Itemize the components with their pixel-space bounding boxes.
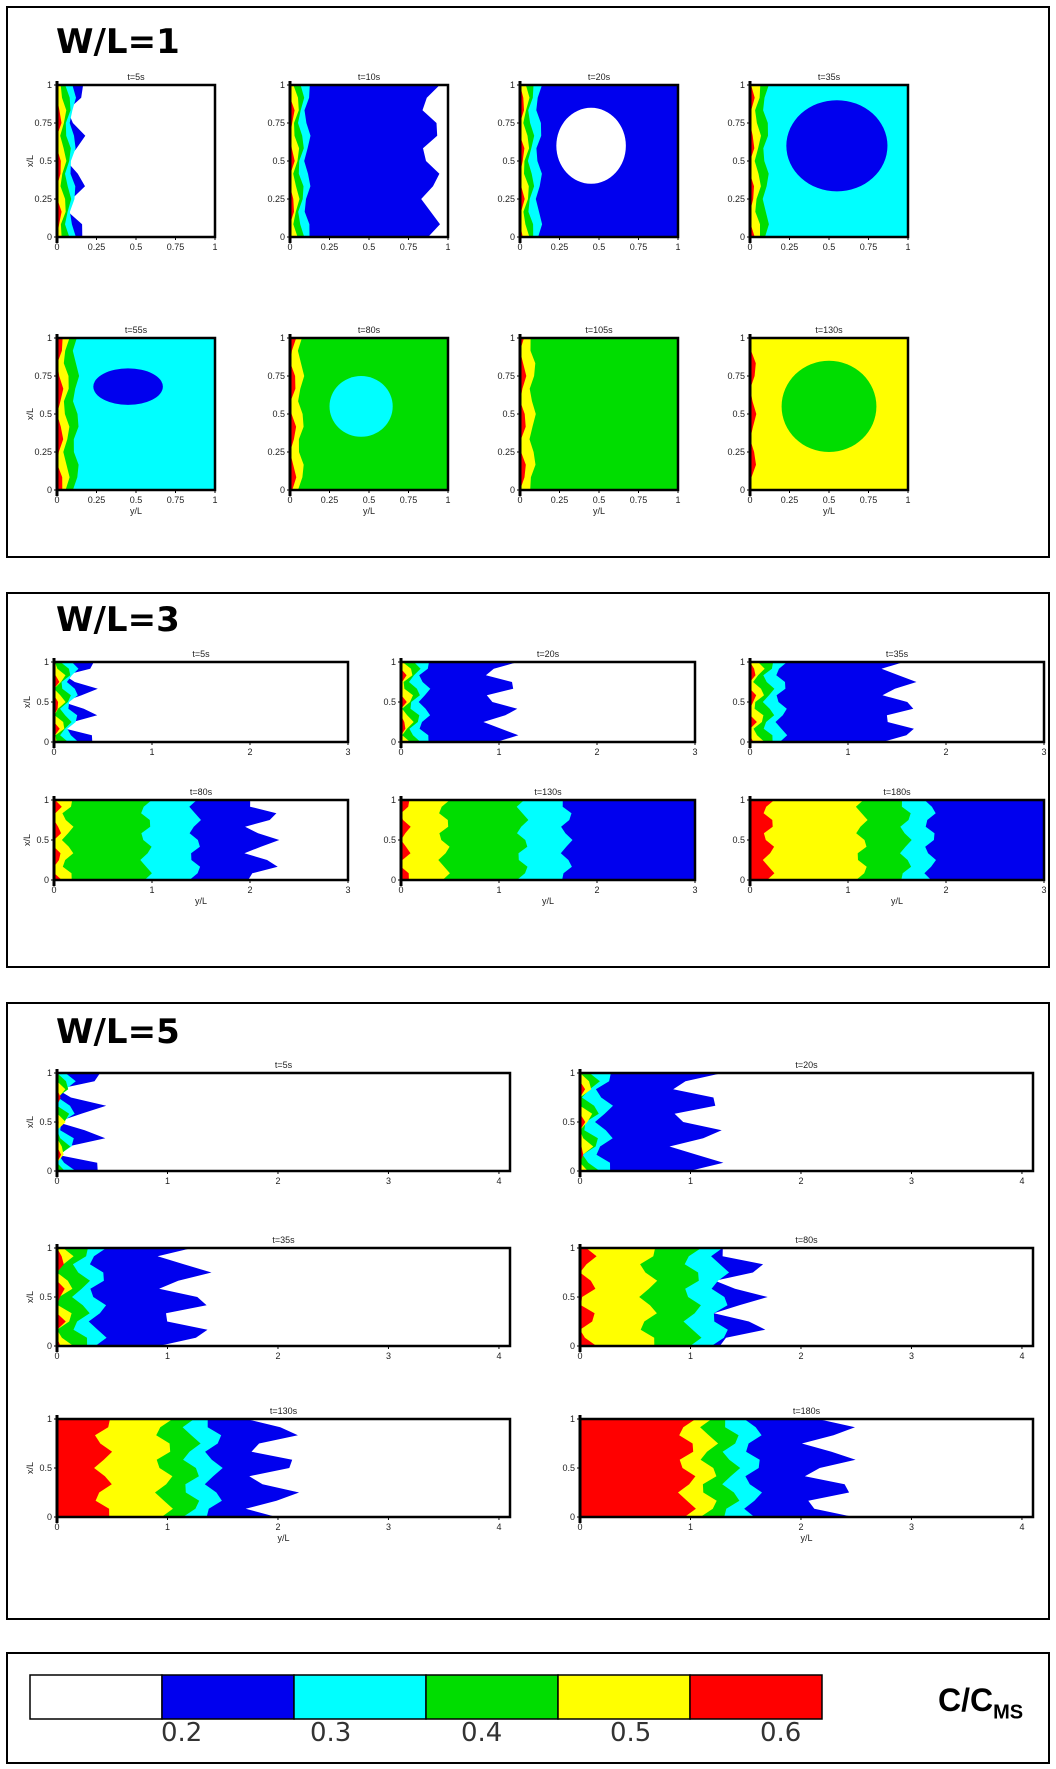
panel-title-wl3: W/L=3: [56, 600, 180, 640]
colorbar-tick-4: 0.6: [760, 1718, 802, 1748]
panel-title-wl1: W/L=1: [56, 22, 180, 62]
colorbar-tick-2: 0.4: [461, 1718, 503, 1748]
colorbar-tick-3: 0.5: [610, 1718, 652, 1748]
colorbar-segment-0: [29, 1674, 163, 1720]
colorbar-segment-1: [161, 1674, 295, 1720]
panel-wl3: [6, 592, 1050, 968]
colorbar-segment-2: [293, 1674, 427, 1720]
colorbar-segment-4: [557, 1674, 691, 1720]
panel-title-wl5: W/L=5: [56, 1012, 180, 1052]
colorbar-label-sub: MS: [993, 1701, 1024, 1724]
colorbar-segment-3: [425, 1674, 559, 1720]
colorbar-label-main: C/C: [938, 1682, 994, 1718]
colorbar-tick-0: 0.2: [161, 1718, 203, 1748]
colorbar-segment-5: [689, 1674, 823, 1720]
colorbar-label: C/CMS: [938, 1682, 1023, 1724]
colorbar-tick-1: 0.3: [310, 1718, 352, 1748]
